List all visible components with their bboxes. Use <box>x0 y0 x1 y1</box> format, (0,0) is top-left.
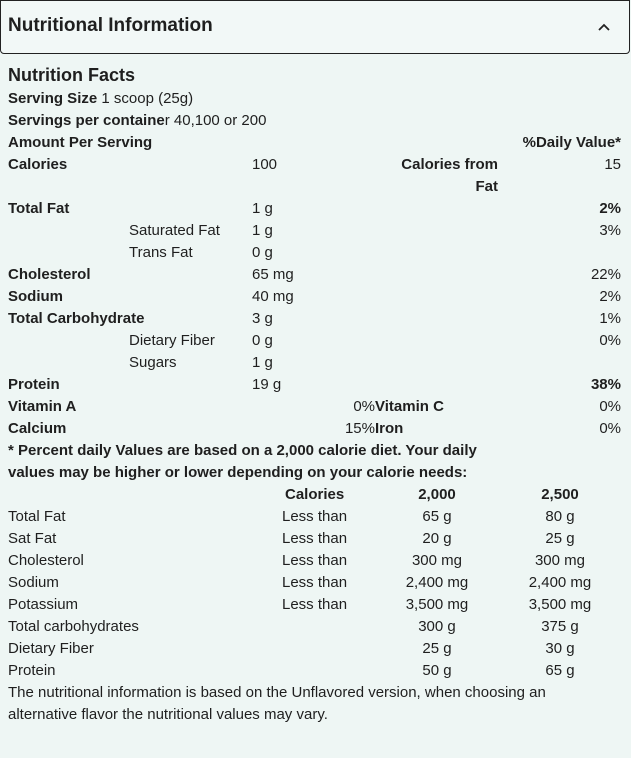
daily-value: 1% <box>599 310 621 327</box>
nutrient-label: Saturated Fat <box>129 222 220 239</box>
calories-value: 100 <box>252 156 278 173</box>
disclaimer: The nutritional information is based on … <box>8 684 546 723</box>
value: 1 scoop (25g) <box>101 90 194 107</box>
table-nutrient: Sodium <box>8 574 59 591</box>
daily-value: 38% <box>590 376 621 393</box>
table-value: 65 g <box>545 662 575 679</box>
table-nutrient: Total carbohydrates <box>8 618 139 635</box>
table-value: 30 g <box>545 640 575 657</box>
nutrient-label: Total Carbohydrate <box>8 310 145 327</box>
table-qualifier: Less than <box>282 552 348 569</box>
label: Servings per containe <box>8 112 165 129</box>
daily-value-header: %Daily Value* <box>522 134 621 151</box>
label: Serving Size <box>8 90 98 107</box>
table-value: 25 g <box>545 530 575 547</box>
chevron-icon[interactable] <box>597 22 611 32</box>
nutrient-amount: 3 g <box>252 310 273 327</box>
table-nutrient: Potassium <box>8 596 79 613</box>
table-qualifier: Less than <box>282 596 348 613</box>
calories-label: Calories <box>8 156 68 173</box>
accordion-header[interactable]: Nutritional Information <box>0 0 630 54</box>
daily-value: 22% <box>590 266 621 283</box>
table-value: 300 mg <box>411 552 463 569</box>
table-value: 2,400 mg <box>528 574 592 591</box>
nutrient-amount: 0 g <box>252 332 273 349</box>
serving-size: Serving Size 1 scoop (25g) <box>8 88 193 110</box>
calories-from-fat-value: 15 <box>604 156 621 173</box>
table-nutrient: Total Fat <box>8 508 66 525</box>
servings-per-container: Servings per container 40,100 or 200 <box>8 110 266 132</box>
nutrient-label: Dietary Fiber <box>129 332 215 349</box>
table-value: 50 g <box>422 662 452 679</box>
table-value: 300 g <box>418 618 456 635</box>
table-header: 2,500 <box>541 486 579 503</box>
table-nutrient: Protein <box>8 662 56 679</box>
table-qualifier: Less than <box>282 530 348 547</box>
table-value: 65 g <box>422 508 452 525</box>
table-value: 3,500 mg <box>528 596 592 613</box>
table-value: 2,400 mg <box>405 574 469 591</box>
table-nutrient: Dietary Fiber <box>8 640 94 657</box>
table-qualifier: Less than <box>282 574 348 591</box>
accordion-title: Nutritional Information <box>8 15 213 36</box>
table-value: 25 g <box>422 640 452 657</box>
vitamin-label: Vitamin A <box>8 398 77 415</box>
nutrient-amount: 0 g <box>252 244 273 261</box>
table-qualifier: Less than <box>282 508 348 525</box>
table-value: 3,500 mg <box>405 596 469 613</box>
amount-header: Amount Per Serving <box>8 134 153 151</box>
daily-value: 3% <box>599 222 621 239</box>
table-header: 2,000 <box>418 486 456 503</box>
footnote: * Percent daily Values are based on a 2,… <box>8 442 477 481</box>
table-value: 300 mg <box>534 552 586 569</box>
nutrient-amount: 65 mg <box>252 266 294 283</box>
vitamin-label: Vitamin C <box>375 398 444 415</box>
table-value: 375 g <box>541 618 579 635</box>
nutrient-label: Cholesterol <box>8 266 91 283</box>
calories-from-fat-label: Calories from Fat <box>401 156 498 195</box>
nutrient-label: Total Fat <box>8 200 70 217</box>
nutrient-label: Sugars <box>129 354 177 371</box>
nutrient-amount: 1 g <box>252 200 273 217</box>
vitamin-value: 0% <box>599 420 621 437</box>
nutrient-label: Trans Fat <box>129 244 193 261</box>
facts-title: Nutrition Facts <box>8 65 136 85</box>
vitamin-value: 15% <box>344 420 375 437</box>
nutrient-label: Sodium <box>8 288 63 305</box>
value: r 40,100 or 200 <box>164 112 267 129</box>
nutrient-amount: 40 mg <box>252 288 294 305</box>
vitamin-value: 0% <box>599 398 621 415</box>
nutrient-amount: 1 g <box>252 222 273 239</box>
table-header: Calories <box>285 486 345 503</box>
daily-value: 0% <box>599 332 621 349</box>
table-nutrient: Sat Fat <box>8 530 57 547</box>
daily-value: 2% <box>599 288 621 305</box>
daily-value: 2% <box>599 200 621 217</box>
vitamin-label: Iron <box>375 420 404 437</box>
table-value: 20 g <box>422 530 452 547</box>
nutrient-amount: 19 g <box>252 376 282 393</box>
nutrient-amount: 1 g <box>252 354 273 371</box>
nutrient-label: Protein <box>8 376 60 393</box>
table-value: 80 g <box>545 508 575 525</box>
table-nutrient: Cholesterol <box>8 552 84 569</box>
vitamin-label: Calcium <box>8 420 67 437</box>
vitamin-value: 0% <box>353 398 375 415</box>
